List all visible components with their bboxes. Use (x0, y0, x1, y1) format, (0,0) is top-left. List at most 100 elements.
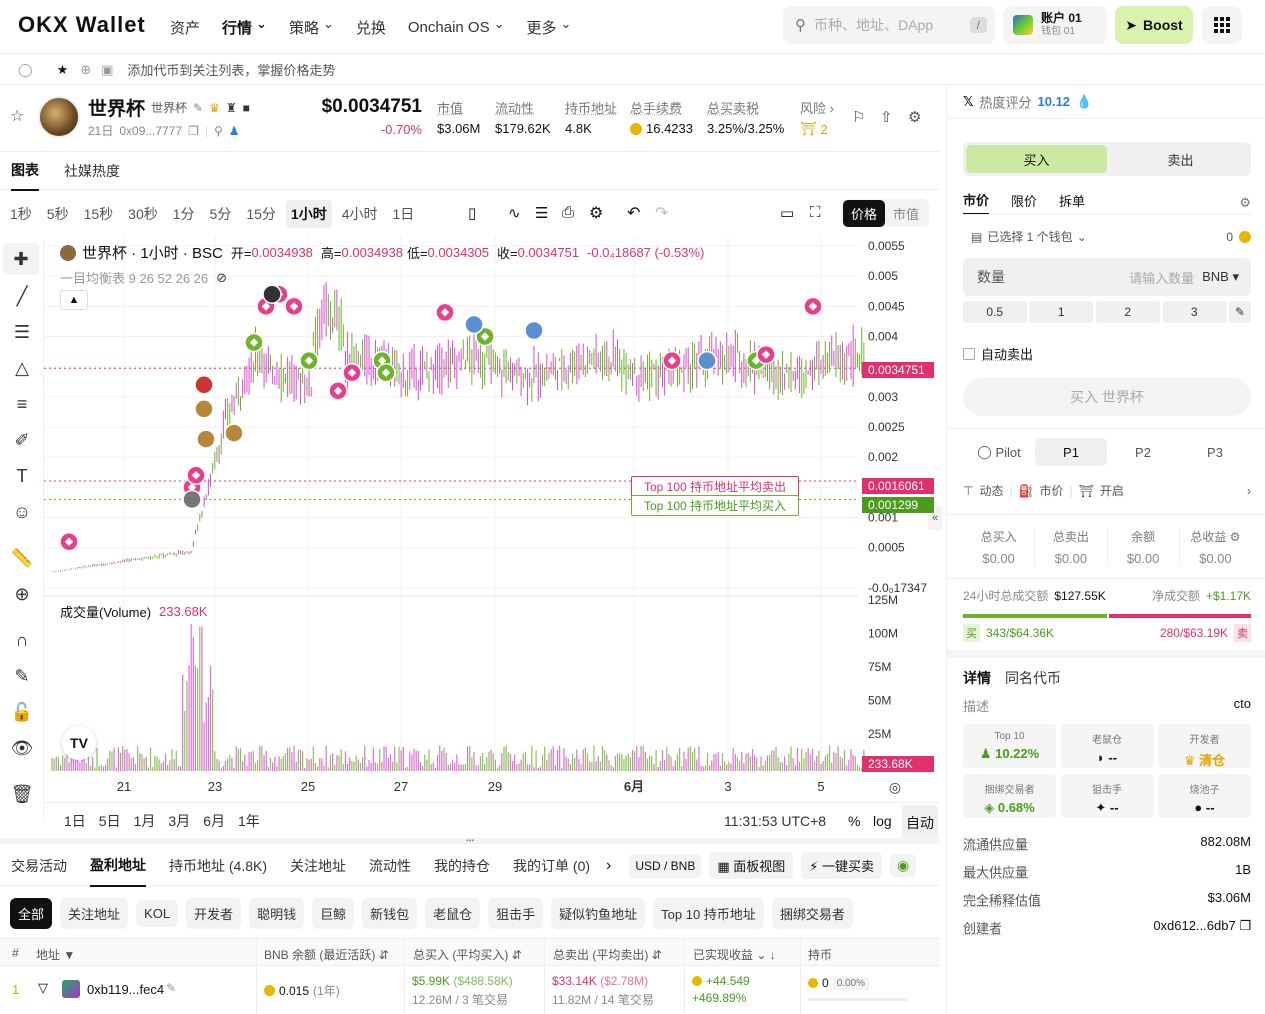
th-buy[interactable]: 总买入 (平均买入) ⇵ (413, 946, 522, 963)
add-icon[interactable]: ⊕ (80, 62, 91, 78)
tile-4[interactable]: 狙击手 ✦ -- (1061, 774, 1154, 818)
nav-item-0[interactable]: 资产 (170, 17, 200, 38)
one-click-trade-button[interactable]: ⚡ 一键买卖 (801, 852, 882, 879)
copy-creator-icon[interactable]: ❐ (1239, 918, 1251, 933)
time-axis-settings-icon[interactable]: ◎ (889, 779, 901, 795)
table-row[interactable]: 1 ▽ 0xb119...fec4 ✎ 0.015 (1年) $5.99K ($4… (0, 966, 940, 1014)
range-2[interactable]: 1月 (134, 811, 156, 831)
account-switcher[interactable]: 账户 01 钱包 01 (1003, 6, 1107, 44)
range-0[interactable]: 1日 (64, 811, 86, 831)
tab-same-name[interactable]: 同名代币 (1005, 668, 1061, 688)
filter-chip-8[interactable]: 狙击手 (488, 898, 543, 929)
nav-item-4[interactable]: Onchain OS ⌄ (408, 19, 505, 36)
search-token-icon[interactable]: ⚲ (214, 124, 223, 138)
quantity-input[interactable]: 数量 请输入数量 BNB ▾ (963, 258, 1251, 296)
preset-p2[interactable]: P2 (1107, 438, 1179, 466)
filter-chip-3[interactable]: 开发者 (186, 898, 241, 929)
th-address[interactable]: 地址 ▼ (36, 946, 75, 963)
visibility-icon[interactable]: 👁 (0, 730, 44, 766)
bottom-tab-6[interactable]: 我的订单 (0) (513, 846, 590, 886)
okx-wallet-logo[interactable]: OKX Wallet (18, 12, 146, 38)
ruler-icon[interactable]: 📏 (0, 540, 44, 576)
interval-9[interactable]: 1日 (388, 200, 420, 228)
kv-creator[interactable]: 创建者 0xd612...6db7 ❐ (963, 918, 1251, 937)
bottom-tab-2[interactable]: 持币地址 (4.8K) (169, 846, 267, 886)
preset-pilot[interactable]: ◯ Pilot (963, 438, 1035, 466)
tab-social[interactable]: 社媒热度 (64, 152, 120, 190)
settings-icon[interactable]: ◯ (18, 62, 33, 78)
lock-icon[interactable]: 🔓 (0, 694, 44, 730)
auto-sell-checkbox[interactable] (963, 348, 975, 360)
quick-amount-2[interactable]: 2 (1096, 301, 1160, 323)
preset-p3[interactable]: P3 (1179, 438, 1251, 466)
filter-chip-9[interactable]: 疑似钓鱼地址 (551, 898, 645, 929)
interval-6[interactable]: 15分 (241, 200, 281, 228)
search-input[interactable]: 币种、地址、DApp (814, 15, 970, 35)
filter-chip-11[interactable]: 捆绑交易者 (772, 898, 853, 929)
filter-chip-10[interactable]: Top 10 持币地址 (653, 898, 764, 929)
interval-7[interactable]: 1小时 (286, 200, 332, 228)
price-chart[interactable]: 0.00550.0050.00450.0040.0030.00250.0020.… (44, 236, 940, 802)
interval-0[interactable]: 1秒 (5, 200, 37, 228)
quantity-unit[interactable]: BNB ▾ (1202, 269, 1239, 285)
filter-chip-6[interactable]: 新钱包 (362, 898, 417, 929)
boost-button[interactable]: ➤ Boost (1115, 6, 1193, 44)
apps-grid-button[interactable] (1202, 6, 1242, 44)
wallet-select[interactable]: ▤ 已选择 1 个钱包 ⌄ 0 (963, 228, 1251, 245)
indicators-icon[interactable]: ∿ (508, 204, 521, 222)
bubble-map-icon[interactable]: ◉ (890, 854, 916, 877)
edit-quick-icon[interactable]: ✎ (1229, 301, 1251, 323)
toggle-price[interactable]: 价格 (843, 200, 885, 227)
emoji-icon[interactable]: ☺ (0, 494, 44, 530)
range-1[interactable]: 5日 (99, 811, 121, 831)
row-edit-icon[interactable]: ✎ (166, 981, 176, 995)
star-list-icon[interactable]: ★ (57, 62, 69, 78)
toggle-mcap[interactable]: 市值 (885, 200, 927, 227)
collapse-legend-button[interactable]: ▲ (60, 290, 88, 310)
settings-gear-icon[interactable]: ⚙ (908, 108, 921, 126)
heat-score[interactable]: 𝕏 热度评分 10.12 💧 (963, 92, 1092, 111)
panel-resize-handle[interactable]: ••• (0, 838, 940, 844)
trendline-icon[interactable]: ╱ (0, 278, 44, 314)
share-icon[interactable]: ⇧ (880, 108, 893, 126)
filter-chip-1[interactable]: 关注地址 (60, 898, 128, 929)
bottom-tab-4[interactable]: 流动性 (369, 846, 411, 886)
brush-icon[interactable]: ✐ (0, 422, 44, 458)
hide-eye-icon[interactable]: ⊘ (216, 270, 227, 286)
list-icon[interactable]: ☰ (535, 204, 548, 222)
sell-tab[interactable]: 卖出 (1110, 150, 1251, 169)
auto-toggle[interactable]: 自动 (902, 805, 938, 841)
redo-icon[interactable]: ↷ (655, 203, 668, 223)
nav-item-2[interactable]: 策略 ⌄ (289, 17, 334, 38)
tradingview-logo[interactable]: TV (62, 726, 96, 760)
nav-item-1[interactable]: 行情 ⌄ (222, 17, 267, 38)
favorite-star-icon[interactable]: ☆ (10, 106, 24, 126)
range-4[interactable]: 6月 (203, 811, 225, 831)
edit-icon[interactable]: ✎ (193, 101, 203, 115)
quick-amount-0[interactable]: 0.5 (963, 301, 1027, 323)
filter-chip-2[interactable]: KOL (136, 900, 178, 927)
nav-item-5[interactable]: 更多 ⌄ (527, 17, 572, 38)
zoom-icon[interactable]: ⊕ (0, 576, 44, 612)
doc-icon[interactable]: ▣ (101, 62, 113, 78)
alert-icon[interactable]: ⚐ (852, 108, 865, 126)
row-filter-icon[interactable]: ▽ (38, 980, 48, 996)
interval-4[interactable]: 1分 (168, 200, 200, 228)
quick-amount-1[interactable]: 1 (1030, 301, 1094, 323)
th-balance[interactable]: BNB 余额 (最近活跃) ⇵ (264, 946, 389, 963)
more-tabs-icon[interactable]: › (606, 857, 611, 875)
bottom-tab-1[interactable]: 盈利地址 (90, 845, 146, 887)
holders-icon[interactable]: ♟ (229, 124, 240, 138)
bottom-tab-5[interactable]: 我的持仓 (434, 846, 490, 886)
buy-token-button[interactable]: 买入 世界杯 (963, 378, 1251, 416)
sum-pnl[interactable]: 总收益 ⚙ $0.00 (1180, 528, 1251, 566)
lock-drawing-icon[interactable]: ✎ (0, 658, 44, 694)
search-box[interactable]: ⚲ 币种、地址、DApp / (783, 6, 995, 44)
filter-chip-5[interactable]: 巨鲸 (312, 898, 354, 929)
replay-icon[interactable]: ⎙ (562, 204, 574, 221)
currency-toggle[interactable]: USD / BNB (629, 854, 701, 878)
order-market[interactable]: 市价 (963, 190, 989, 215)
clock[interactable]: 11:31:53 UTC+8 (724, 813, 826, 829)
tab-chart[interactable]: 图表 (11, 151, 39, 191)
interval-5[interactable]: 5分 (205, 200, 237, 228)
